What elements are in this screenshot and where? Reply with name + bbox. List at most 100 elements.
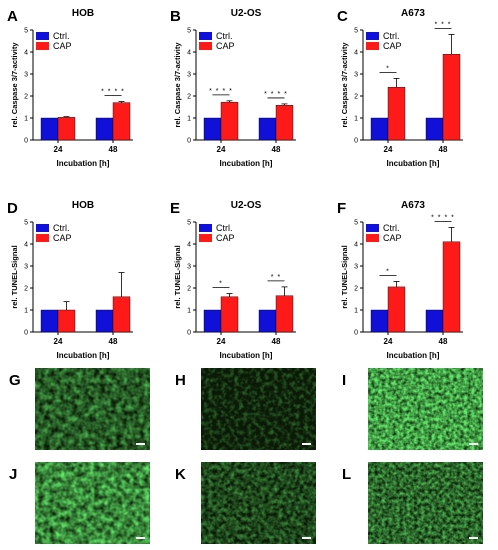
y-axis-label: rel. TUNEL-Signal (340, 245, 349, 308)
y-tick-label: 4 (354, 242, 358, 249)
x-tick-label: 48 (272, 337, 281, 346)
y-tick-label: 4 (187, 50, 191, 57)
significance-stars: * * (271, 274, 281, 281)
micrograph-l: L (342, 462, 483, 544)
y-axis-label: rel. TUNEL-Signal (173, 245, 182, 308)
chart-title: A673 (401, 200, 425, 211)
legend-label-ctrl: Ctrl. (383, 223, 400, 233)
micrograph-fluorescence (201, 462, 316, 544)
panel-label: B (170, 8, 181, 25)
bar-ctrl-48 (425, 309, 444, 333)
legend-label-ctrl: Ctrl. (216, 223, 233, 233)
panel-label: H (175, 372, 186, 389)
micrograph-i: I (342, 368, 483, 450)
legend-label-cap: CAP (216, 233, 235, 243)
x-axis-label: Incubation [h] (57, 351, 110, 360)
y-tick-label: 2 (187, 286, 191, 293)
y-tick-label: 3 (24, 264, 28, 271)
panel-label: D (7, 200, 18, 217)
bar-ctrl-48 (95, 117, 114, 141)
x-axis-label: Incubation [h] (387, 351, 440, 360)
legend-swatch-cap (36, 234, 49, 242)
micrograph-j: J (9, 462, 150, 544)
x-tick-label: 24 (54, 145, 63, 154)
bar-ctrl-24 (203, 309, 222, 333)
x-tick-label: 24 (384, 337, 393, 346)
micrographs: G H I J K L (9, 368, 483, 544)
x-tick-label: 24 (384, 145, 393, 154)
significance-stars: * * * * (264, 91, 288, 98)
x-tick-label: 48 (439, 337, 448, 346)
x-tick-label: 48 (109, 337, 118, 346)
bar-charts: A HOB 0 1 2 3 4 5 rel. Caspase 3/7-activity Incub… (7, 8, 463, 360)
y-tick-label: 0 (187, 138, 191, 145)
x-tick-label: 48 (109, 145, 118, 154)
y-tick-label: 5 (24, 28, 28, 35)
legend-swatch-cap (366, 42, 379, 50)
legend-swatch-cap (199, 42, 212, 50)
y-tick-label: 5 (24, 220, 28, 227)
y-tick-label: 3 (354, 264, 358, 271)
y-tick-label: 1 (354, 116, 358, 123)
y-tick-label: 0 (24, 138, 28, 145)
legend-swatch-ctrl (199, 224, 212, 232)
legend-swatch-cap (366, 234, 379, 242)
scale-bar (136, 443, 145, 445)
bar-cap-24 (220, 296, 239, 333)
bar-cap-48 (275, 105, 294, 141)
x-tick-label: 24 (54, 337, 63, 346)
chart-title: U2-OS (231, 8, 262, 19)
micrograph-fluorescence (201, 368, 316, 450)
y-tick-label: 2 (187, 94, 191, 101)
x-tick-label: 48 (272, 145, 281, 154)
y-tick-label: 3 (187, 72, 191, 79)
significance-stars: * (219, 281, 223, 288)
bar-ctrl-48 (258, 117, 277, 141)
bar-cap-48 (442, 241, 461, 333)
legend-swatch-cap (199, 234, 212, 242)
significance-stars: * * * * (209, 88, 233, 95)
panel-label: J (9, 466, 17, 483)
chart-title: A673 (401, 8, 425, 19)
chart-a: A HOB 0 1 2 3 4 5 rel. Caspase 3/7-activity Incub… (7, 8, 133, 168)
y-tick-label: 3 (187, 264, 191, 271)
micrograph-k: K (175, 462, 316, 544)
panel-label: E (170, 200, 180, 217)
scale-bar (302, 443, 311, 445)
legend-swatch-ctrl (36, 224, 49, 232)
bar-ctrl-48 (95, 309, 114, 333)
legend-label-cap: CAP (53, 41, 72, 51)
y-tick-label: 5 (354, 28, 358, 35)
chart-b: B U2-OS 0 1 2 3 4 5 rel. Caspase 3/7-activity Inc… (170, 8, 296, 168)
x-axis-label: Incubation [h] (220, 351, 273, 360)
y-tick-label: 1 (187, 116, 191, 123)
bar-cap-24 (220, 101, 239, 141)
panel-label: K (175, 466, 186, 483)
bar-ctrl-48 (258, 309, 277, 333)
chart-title: U2-OS (231, 200, 262, 211)
y-tick-label: 0 (354, 138, 358, 145)
bar-ctrl-24 (40, 117, 59, 141)
y-tick-label: 2 (24, 286, 28, 293)
significance-stars: * * * * (101, 89, 125, 96)
bar-cap-48 (275, 295, 294, 333)
panel-label: C (337, 8, 348, 25)
significance-stars: * (386, 268, 390, 275)
y-axis-label: rel. Caspase 3/7-activity (340, 42, 349, 128)
y-tick-label: 3 (354, 72, 358, 79)
panel-label: I (342, 372, 346, 389)
micrograph-fluorescence (368, 462, 483, 544)
y-tick-label: 2 (354, 286, 358, 293)
panel-label: A (7, 8, 18, 25)
y-tick-label: 4 (24, 50, 28, 57)
micrograph-fluorescence (35, 368, 150, 450)
scale-bar (469, 537, 478, 539)
y-tick-label: 1 (24, 116, 28, 123)
chart-e: E U2-OS 0 1 2 3 4 5 rel. TUNEL-Signal Incubation … (170, 200, 296, 360)
chart-d: D HOB 0 1 2 3 4 5 rel. TUNEL-Signal Incubation [h… (7, 200, 133, 360)
micrograph-g: G (9, 368, 150, 450)
y-tick-label: 1 (187, 308, 191, 315)
y-tick-label: 0 (24, 330, 28, 337)
bar-cap-48 (112, 102, 131, 141)
